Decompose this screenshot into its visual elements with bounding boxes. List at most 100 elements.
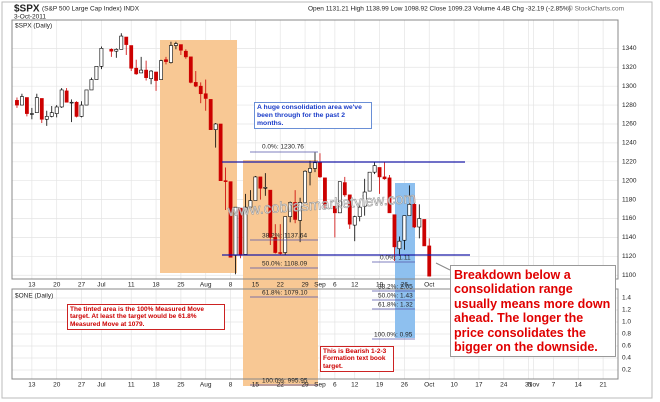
blue-area [395, 183, 415, 338]
candle-body [119, 35, 124, 50]
fib-label: 100.0%: 0.95 [374, 332, 413, 339]
x-tick-label: 22 [277, 282, 285, 289]
x-tick-label: 19 [376, 282, 384, 289]
fib-label: 0.0%: 1230.76 [262, 144, 304, 151]
candle-body [357, 206, 362, 217]
x-tick-label: 6 [333, 382, 337, 389]
candle-body [283, 216, 288, 253]
x-tick-label: Sep [314, 382, 326, 389]
callout-arrow [435, 262, 451, 271]
y-tick-label: 1.2 [622, 307, 631, 314]
x-tick-label: 13 [28, 282, 36, 289]
y-tick-label: 1.0 [622, 319, 631, 326]
fib-label: 61.8%: 1079.10 [262, 290, 308, 297]
x-tick-label: 24 [500, 382, 508, 389]
candle-body [39, 98, 44, 120]
y-tick-label: 1180 [622, 196, 636, 203]
candle-body [407, 204, 412, 216]
x-tick-label: 27 [78, 382, 86, 389]
candle-body [34, 97, 39, 113]
x-tick-label: 17 [475, 382, 483, 389]
x-tick-label: 8 [229, 382, 233, 389]
candle-body [372, 165, 377, 173]
candle-body [134, 67, 139, 75]
x-tick-label: 20 [53, 282, 61, 289]
candle-body [313, 162, 317, 169]
candle-body [74, 101, 79, 117]
candle-body [278, 252, 283, 254]
y-tick-label: 0.6 [622, 343, 631, 350]
tint-area [160, 40, 237, 273]
candle-body [253, 176, 258, 201]
candle-body [114, 49, 119, 52]
candle-body [208, 99, 213, 130]
candle-body [337, 181, 342, 214]
candle-body [169, 45, 173, 63]
candle-body [332, 205, 337, 214]
candle-body [427, 245, 432, 277]
marks [15, 33, 432, 277]
y-tick-label: 1120 [622, 253, 636, 260]
panel-title: $SPX (Daily) [15, 23, 52, 30]
candle-body [417, 218, 422, 228]
candle-body [318, 162, 322, 178]
fib-label: 61.8%: 1.32 [378, 302, 413, 309]
candle-body [188, 56, 193, 83]
candle-body [367, 171, 372, 192]
title: (S&P 500 Large Cap Index) INDX [42, 6, 140, 13]
candle-body [422, 219, 427, 247]
x-tick-label: 14 [575, 382, 583, 389]
candle-body [144, 69, 149, 78]
quote: Open 1131.21 High 1138.99 Low 1098.92 Cl… [308, 6, 571, 13]
candle-body [223, 180, 228, 182]
candle-body [139, 69, 144, 74]
x-tick-label: 8 [229, 282, 233, 289]
candle-body [347, 194, 352, 225]
x-tick-label: 20 [53, 382, 61, 389]
candle-body [164, 59, 168, 62]
candle-body [79, 104, 84, 117]
candle-body [298, 202, 302, 221]
fib-label: 50.0%: 1.43 [378, 293, 413, 300]
candle-body [124, 36, 129, 45]
candle-body [59, 89, 64, 108]
x-tick-label: 26 [401, 382, 409, 389]
callout: The tinted area is the 100% Measured Mov… [67, 304, 225, 331]
x-tick-label: 29 [301, 382, 309, 389]
candle-body [29, 113, 34, 115]
x-tick-label: 18 [152, 282, 160, 289]
candle-body [84, 89, 89, 106]
candle-body [397, 240, 402, 250]
candle-body [64, 90, 69, 103]
candle-body [174, 43, 178, 46]
fib-label: 100.0%: 995.95 [262, 378, 308, 385]
candle-body [15, 100, 19, 106]
candle-body [20, 96, 24, 106]
x-tick-label: Aug [200, 282, 212, 289]
candle-body [323, 177, 327, 206]
fib-label: 50.0%: 1108.09 [262, 261, 307, 268]
y-tick-label: 1280 [622, 102, 637, 109]
candle-body [198, 85, 203, 95]
candle-body [258, 176, 263, 189]
x-tick-label: 21 [599, 382, 607, 389]
x-tick-label: Oct [424, 382, 434, 389]
fib-labels: 0.0%: 1230.76 38.2%: 1137.64 50.0%: 1108… [262, 144, 413, 385]
x-tick-label: 25 [177, 382, 185, 389]
date: 3-Oct-2011 [14, 14, 46, 21]
candle-body [213, 123, 218, 130]
x-tick-label: 29 [301, 282, 309, 289]
candle-body [94, 66, 99, 80]
x-tick-label: 15 [252, 282, 260, 289]
source: © StockCharts.com [568, 5, 624, 13]
candle-body [44, 116, 49, 120]
candle-body [183, 50, 188, 58]
x-tick-label: Jul [97, 382, 106, 389]
candle-body [387, 177, 392, 214]
x-tick-label: 12 [351, 382, 359, 389]
y-tick-label: 1260 [622, 121, 637, 128]
x-tick-label: Oct [424, 282, 434, 289]
symbol: $SPX [14, 4, 40, 15]
x-tick-label: 10 [450, 382, 458, 389]
